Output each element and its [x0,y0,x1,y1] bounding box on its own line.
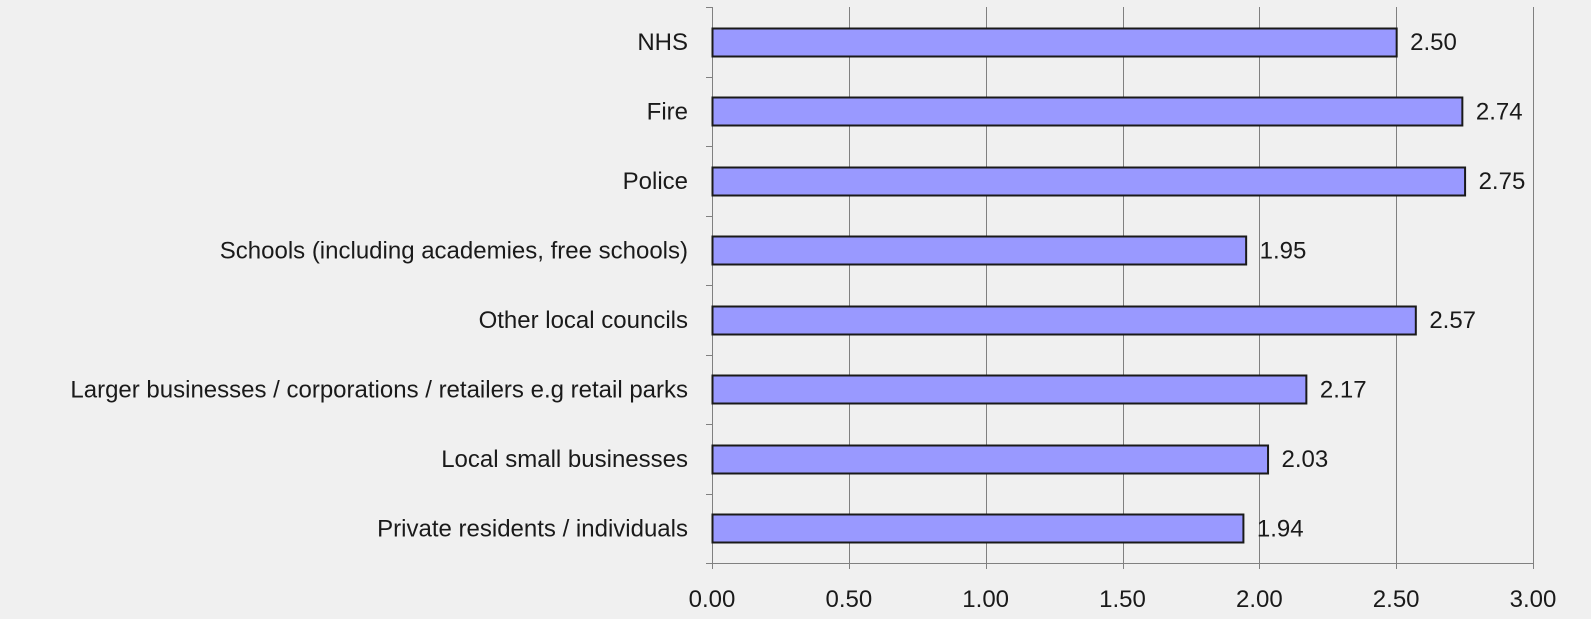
bar [711,235,1248,266]
labels: 0.00 0.50 1.00 1.50 2.00 2.50 3.00 NHS 2.50 Fire 2… [70,29,1556,613]
gridlines [849,7,1534,563]
bar [711,305,1417,336]
category-label: NHS [637,29,688,56]
bar [711,513,1245,544]
value-label: 2.50 [1410,29,1457,56]
x-tick-label: 0.00 [689,586,736,613]
x-tick-label: 0.50 [825,586,872,613]
category-label: Police [623,168,688,195]
value-label: 2.74 [1476,98,1523,125]
x-tick-label: 1.50 [1099,586,1146,613]
bar [711,27,1398,58]
x-tick-label: 1.00 [962,586,1009,613]
x-tick-label: 2.00 [1236,586,1283,613]
axes [706,7,1534,569]
value-label: 2.03 [1282,446,1329,473]
bar [711,166,1467,197]
category-label: Schools (including academies, free schoo… [220,237,688,264]
value-label: 2.57 [1429,307,1476,334]
category-label: Larger businesses / corporations / retai… [70,376,688,403]
value-label: 2.75 [1479,168,1526,195]
category-label: Other local councils [479,307,688,334]
value-label: 2.17 [1320,376,1367,403]
bars [711,27,1467,544]
x-tick-label: 3.00 [1510,586,1557,613]
value-label: 1.94 [1257,515,1304,542]
x-tick-label: 2.50 [1373,586,1420,613]
category-label: Local small businesses [441,446,688,473]
bar [711,374,1308,405]
category-label: Fire [647,98,688,125]
value-label: 1.95 [1260,237,1307,264]
category-label: Private residents / individuals [377,515,688,542]
bar [711,444,1270,475]
bar [711,96,1464,127]
